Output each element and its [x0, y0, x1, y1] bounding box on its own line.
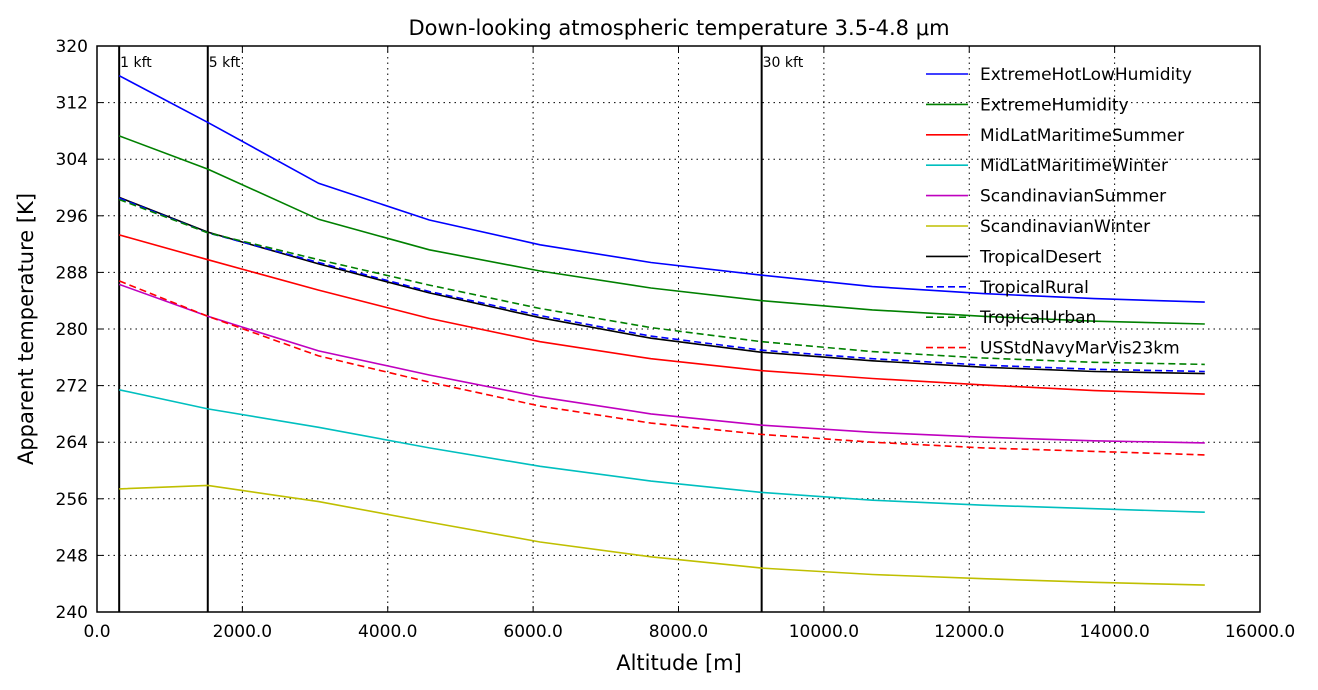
y-tick-label: 288: [56, 263, 88, 283]
x-tick-label: 12000.0: [934, 622, 1004, 642]
x-tick-label: 14000.0: [1079, 622, 1149, 642]
y-tick-label: 296: [56, 207, 88, 227]
series-line: [118, 198, 1205, 366]
x-tick-label: 10000.0: [789, 622, 859, 642]
x-tick-labels: 0.0 2000.0 4000.0 6000.0 8000.0 10000.0 12000.…: [83, 622, 1295, 642]
y-tick-label: 240: [56, 603, 88, 623]
series-line: [119, 484, 1205, 586]
y-tick-labels: 240 248 256 264 272 280 288 296 304 312 320: [56, 37, 88, 623]
x-tick-label: 2000.0: [213, 622, 272, 642]
y-axis-title: Apparent temperature [K]: [14, 193, 38, 465]
x-tick-label: 0.0: [83, 622, 110, 642]
legend: ExtremeHotLowHumidity ExtremeHumidity MidL…: [926, 65, 1192, 359]
y-tick-label: 320: [56, 37, 88, 57]
legend-label: ExtremeHotLowHumidity: [980, 65, 1192, 85]
altitude-marker-label: 1 kft: [120, 55, 152, 71]
series-line: [118, 197, 1205, 373]
series-line: [118, 283, 1205, 444]
grid-layer: [97, 46, 1260, 612]
series-line: [118, 280, 1205, 456]
x-tick-label: 16000.0: [1225, 622, 1295, 642]
x-tick-label: 4000.0: [358, 622, 417, 642]
legend-label: ScandinavianWinter: [980, 217, 1150, 237]
chart-title: Down-looking atmospheric temperature 3.5…: [408, 16, 949, 40]
y-tick-label: 248: [56, 546, 88, 566]
series-line: [119, 389, 1205, 513]
legend-label: ExtremeHumidity: [980, 95, 1129, 115]
altitude-marker-label: 5 kft: [209, 55, 241, 71]
y-tick-label: 312: [56, 94, 88, 114]
altitude-marker-label: 30 kft: [763, 55, 804, 71]
y-tick-label: 256: [56, 490, 88, 510]
x-axis-title: Altitude [m]: [616, 651, 742, 675]
legend-label: TropicalRural: [979, 278, 1089, 298]
legend-label: MidLatMaritimeWinter: [980, 156, 1168, 176]
y-tick-label: 304: [56, 150, 88, 170]
x-tick-label: 6000.0: [503, 622, 562, 642]
legend-label: ScandinavianSummer: [980, 187, 1166, 207]
legend-label: TropicalUrban: [979, 308, 1096, 328]
series-line: [118, 234, 1205, 395]
altitude-markers: 1 kft 5 kft 30 kft: [118, 46, 804, 612]
x-tick-label: 8000.0: [649, 622, 708, 642]
legend-label: USStdNavyMarVis23km: [980, 339, 1180, 359]
legend-label: MidLatMaritimeSummer: [980, 126, 1184, 146]
legend-label: TropicalDesert: [979, 247, 1102, 267]
series-layer: [118, 74, 1205, 586]
tick-layer: [96, 45, 1261, 613]
y-tick-label: 272: [56, 377, 88, 397]
series-line: [118, 74, 1205, 303]
series-line: [118, 135, 1205, 325]
y-tick-label: 264: [56, 433, 88, 453]
y-tick-label: 280: [56, 320, 88, 340]
